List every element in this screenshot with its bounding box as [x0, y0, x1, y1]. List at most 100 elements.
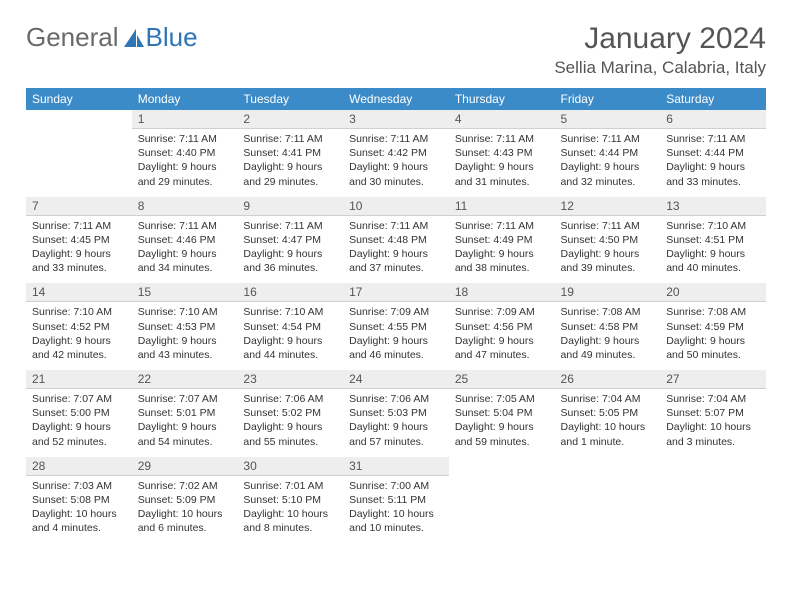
day-body: Sunrise: 7:00 AMSunset: 5:11 PMDaylight:…: [343, 476, 449, 544]
calendar-cell: 12Sunrise: 7:11 AMSunset: 4:50 PMDayligh…: [555, 197, 661, 284]
sunset-text: Sunset: 4:54 PM: [243, 320, 337, 334]
sail-icon: [122, 27, 146, 49]
sunset-text: Sunset: 4:41 PM: [243, 146, 337, 160]
sunset-text: Sunset: 5:05 PM: [561, 406, 655, 420]
weekday-header: Monday: [132, 88, 238, 110]
calendar-cell: 4Sunrise: 7:11 AMSunset: 4:43 PMDaylight…: [449, 110, 555, 197]
calendar-cell: 21Sunrise: 7:07 AMSunset: 5:00 PMDayligh…: [26, 370, 132, 457]
weekday-header-row: SundayMondayTuesdayWednesdayThursdayFrid…: [26, 88, 766, 110]
calendar-row: 14Sunrise: 7:10 AMSunset: 4:52 PMDayligh…: [26, 283, 766, 370]
day-body: Sunrise: 7:11 AMSunset: 4:45 PMDaylight:…: [26, 216, 132, 284]
day-number: 14: [26, 283, 132, 302]
day-number: 28: [26, 457, 132, 476]
sunrise-text: Sunrise: 7:04 AM: [666, 392, 760, 406]
calendar-row: 1Sunrise: 7:11 AMSunset: 4:40 PMDaylight…: [26, 110, 766, 197]
daylight-text: Daylight: 10 hours and 10 minutes.: [349, 507, 443, 535]
sunrise-text: Sunrise: 7:09 AM: [349, 305, 443, 319]
calendar-cell: 2 Sunrise: 7:11 AMSunset: 4:41 PMDaylight…: [237, 110, 343, 197]
sunset-text: Sunset: 4:46 PM: [138, 233, 232, 247]
brand-word-2: Blue: [146, 22, 198, 53]
calendar-cell: [555, 457, 661, 544]
calendar-cell: 24Sunrise: 7:06 AMSunset: 5:03 PMDayligh…: [343, 370, 449, 457]
sunset-text: Sunset: 4:45 PM: [32, 233, 126, 247]
sunrise-text: Sunrise: 7:11 AM: [455, 132, 549, 146]
sunset-text: Sunset: 4:47 PM: [243, 233, 337, 247]
day-body: Sunrise: 7:06 AMSunset: 5:03 PMDaylight:…: [343, 389, 449, 457]
day-body: Sunrise: 7:11 AMSunset: 4:44 PMDaylight:…: [555, 129, 661, 197]
day-number: 3: [343, 110, 449, 129]
weekday-header: Wednesday: [343, 88, 449, 110]
sunrise-text: Sunrise: 7:03 AM: [32, 479, 126, 493]
day-number: 26: [555, 370, 661, 389]
calendar-cell: 5Sunrise: 7:11 AMSunset: 4:44 PMDaylight…: [555, 110, 661, 197]
weekday-header: Thursday: [449, 88, 555, 110]
day-body: Sunrise: 7:03 AMSunset: 5:08 PMDaylight:…: [26, 476, 132, 544]
calendar-cell: 1Sunrise: 7:11 AMSunset: 4:40 PMDaylight…: [132, 110, 238, 197]
sunrise-text: Sunrise: 7:04 AM: [561, 392, 655, 406]
sunrise-text: Sunrise: 7:11 AM: [243, 132, 337, 146]
sunrise-text: Sunrise: 7:11 AM: [561, 132, 655, 146]
sunrise-text: Sunrise: 7:01 AM: [243, 479, 337, 493]
daylight-text: Daylight: 10 hours and 6 minutes.: [138, 507, 232, 535]
daylight-text: Daylight: 10 hours and 3 minutes.: [666, 420, 760, 448]
daylight-text: Daylight: 10 hours and 4 minutes.: [32, 507, 126, 535]
day-body: Sunrise: 7:10 AMSunset: 4:54 PMDaylight:…: [237, 302, 343, 370]
sunrise-text: Sunrise: 7:11 AM: [138, 132, 232, 146]
calendar-cell: 29Sunrise: 7:02 AMSunset: 5:09 PMDayligh…: [132, 457, 238, 544]
calendar-cell: 19Sunrise: 7:08 AMSunset: 4:58 PMDayligh…: [555, 283, 661, 370]
calendar-cell: 25Sunrise: 7:05 AMSunset: 5:04 PMDayligh…: [449, 370, 555, 457]
day-number: 19: [555, 283, 661, 302]
day-number: 4: [449, 110, 555, 129]
sunrise-text: Sunrise: 7:06 AM: [349, 392, 443, 406]
brand-word-1: General: [26, 22, 119, 53]
day-number: 18: [449, 283, 555, 302]
daylight-text: Daylight: 9 hours and 33 minutes.: [32, 247, 126, 275]
day-number: 5: [555, 110, 661, 129]
day-body: Sunrise: 7:10 AMSunset: 4:52 PMDaylight:…: [26, 302, 132, 370]
calendar-row: 21Sunrise: 7:07 AMSunset: 5:00 PMDayligh…: [26, 370, 766, 457]
day-body: Sunrise: 7:10 AMSunset: 4:53 PMDaylight:…: [132, 302, 238, 370]
day-body: Sunrise: 7:11 AMSunset: 4:43 PMDaylight:…: [449, 129, 555, 197]
daylight-text: Daylight: 9 hours and 47 minutes.: [455, 334, 549, 362]
day-number: 24: [343, 370, 449, 389]
day-number: 12: [555, 197, 661, 216]
calendar-cell: 14Sunrise: 7:10 AMSunset: 4:52 PMDayligh…: [26, 283, 132, 370]
header: General Blue January 2024 Sellia Marina,…: [26, 22, 766, 78]
sunrise-text: Sunrise: 7:06 AM: [243, 392, 337, 406]
sunrise-text: Sunrise: 7:08 AM: [666, 305, 760, 319]
day-body: Sunrise: 7:05 AMSunset: 5:04 PMDaylight:…: [449, 389, 555, 457]
day-body: Sunrise: 7:07 AMSunset: 5:01 PMDaylight:…: [132, 389, 238, 457]
sunrise-text: Sunrise: 7:11 AM: [243, 219, 337, 233]
daylight-text: Daylight: 9 hours and 42 minutes.: [32, 334, 126, 362]
daylight-text: Daylight: 9 hours and 46 minutes.: [349, 334, 443, 362]
daylight-text: Daylight: 9 hours and 30 minutes.: [349, 160, 443, 188]
calendar-table: SundayMondayTuesdayWednesdayThursdayFrid…: [26, 88, 766, 543]
day-number: 1: [132, 110, 238, 129]
sunset-text: Sunset: 4:58 PM: [561, 320, 655, 334]
daylight-text: Daylight: 9 hours and 55 minutes.: [243, 420, 337, 448]
calendar-cell: 22Sunrise: 7:07 AMSunset: 5:01 PMDayligh…: [132, 370, 238, 457]
day-number: 2: [237, 110, 343, 129]
day-number: 6: [660, 110, 766, 129]
weekday-header: Friday: [555, 88, 661, 110]
daylight-text: Daylight: 9 hours and 29 minutes.: [138, 160, 232, 188]
daylight-text: Daylight: 9 hours and 29 minutes.: [243, 160, 337, 188]
daylight-text: Daylight: 9 hours and 31 minutes.: [455, 160, 549, 188]
sunrise-text: Sunrise: 7:09 AM: [455, 305, 549, 319]
sunset-text: Sunset: 5:11 PM: [349, 493, 443, 507]
day-number: 23: [237, 370, 343, 389]
calendar-cell: 26Sunrise: 7:04 AMSunset: 5:05 PMDayligh…: [555, 370, 661, 457]
day-body: Sunrise: 7:09 AMSunset: 4:56 PMDaylight:…: [449, 302, 555, 370]
day-number: 15: [132, 283, 238, 302]
sunset-text: Sunset: 5:10 PM: [243, 493, 337, 507]
day-body: Sunrise: 7:04 AMSunset: 5:05 PMDaylight:…: [555, 389, 661, 457]
calendar-cell: 28Sunrise: 7:03 AMSunset: 5:08 PMDayligh…: [26, 457, 132, 544]
calendar-cell: 10Sunrise: 7:11 AMSunset: 4:48 PMDayligh…: [343, 197, 449, 284]
sunrise-text: Sunrise: 7:11 AM: [666, 132, 760, 146]
daylight-text: Daylight: 9 hours and 40 minutes.: [666, 247, 760, 275]
day-body: Sunrise: 7:02 AMSunset: 5:09 PMDaylight:…: [132, 476, 238, 544]
sunset-text: Sunset: 4:43 PM: [455, 146, 549, 160]
sunset-text: Sunset: 5:08 PM: [32, 493, 126, 507]
weekday-header: Saturday: [660, 88, 766, 110]
day-number: 17: [343, 283, 449, 302]
